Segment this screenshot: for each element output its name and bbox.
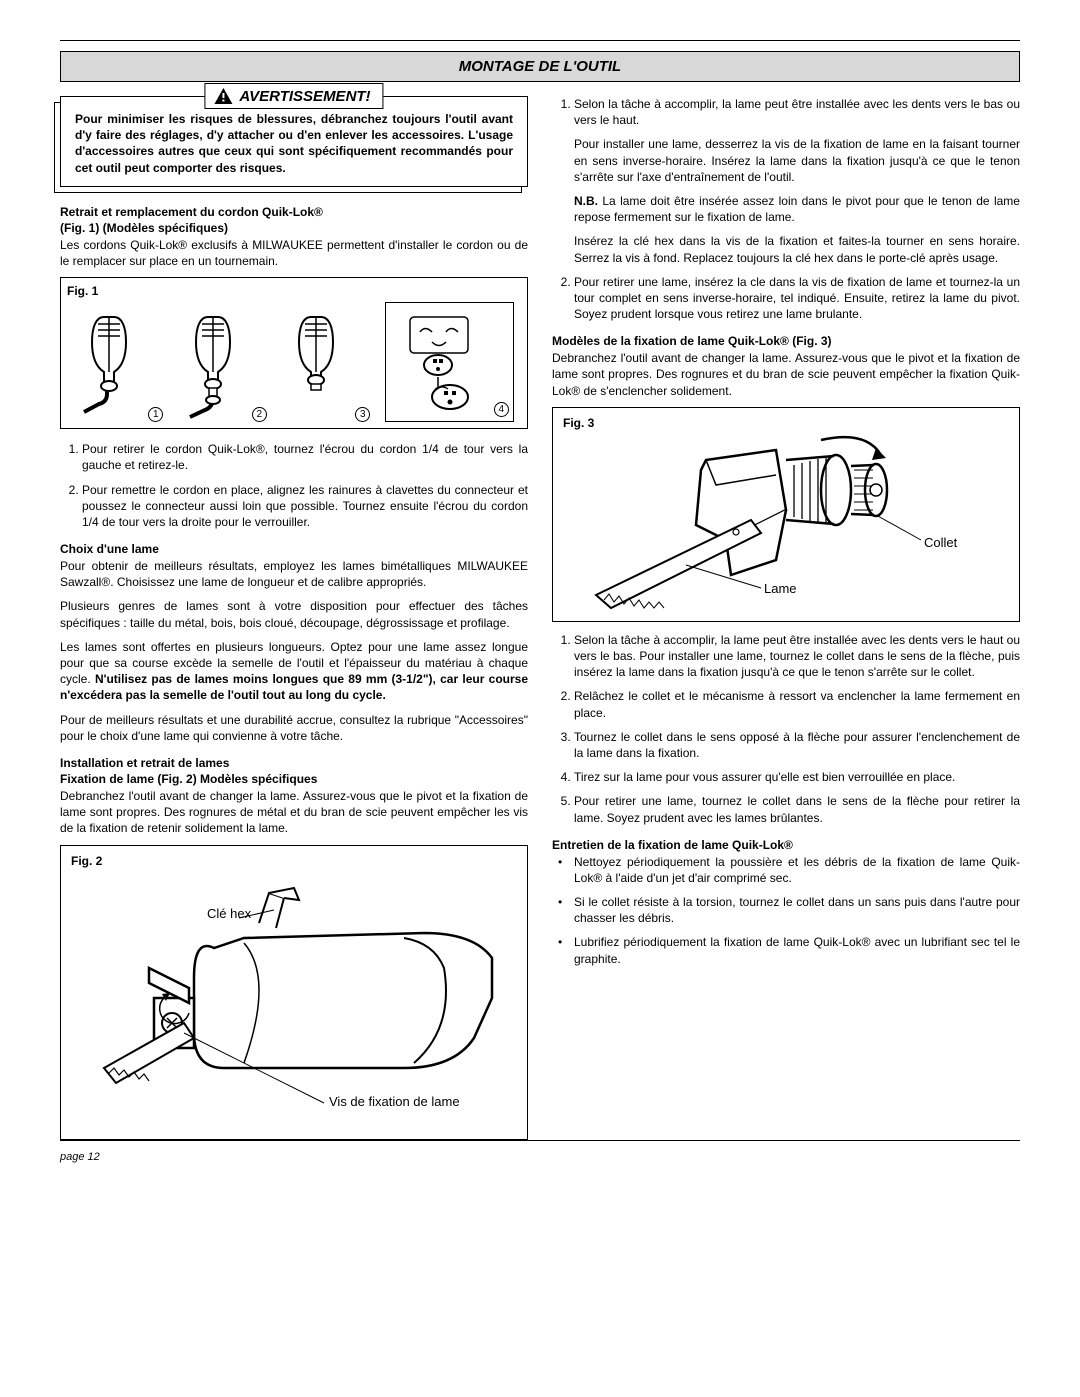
fig1-num3: 3 [355, 407, 370, 422]
cord-step-2: Pour remettre le cordon en place, aligne… [82, 482, 528, 531]
heading-blade-choice: Choix d'une lame [60, 542, 528, 556]
fig2-vis-label: Vis de fixation de lame [329, 1094, 460, 1109]
fig1-num4: 4 [494, 402, 509, 417]
figure-1: Fig. 1 1 [60, 277, 528, 429]
cord-step-1: Pour retirer le cordon Quik-Lok®, tourne… [82, 441, 528, 473]
heading-maintenance: Entretien de la fixation de lame Quik-Lo… [552, 838, 1020, 852]
quiklok-step-3: Tournez le collet dans le sens opposé à … [574, 729, 1020, 761]
install-intro: Debranchez l'outil avant de changer la l… [60, 788, 528, 837]
fig2-cle-hex-label: Clé hex [207, 906, 252, 921]
plug-illustration-1 [74, 312, 144, 422]
quiklok-step-1: Selon la tâche à accomplir, la lame peut… [574, 632, 1020, 681]
figure-3: Fig. 3 [552, 407, 1020, 622]
plug-illustration-3 [281, 312, 351, 422]
fig1-num2: 2 [252, 407, 267, 422]
warning-icon [213, 87, 233, 105]
install-steps: Selon la tâche à accomplir, la lame peut… [552, 96, 1020, 322]
fig3-label: Fig. 3 [563, 416, 594, 430]
quiklok-step-4: Tirez sur la lame pour vous assurer qu'e… [574, 769, 1020, 785]
install-step-1: Selon la tâche à accomplir, la lame peut… [574, 96, 1020, 266]
quiklok-steps: Selon la tâche à accomplir, la lame peut… [552, 632, 1020, 826]
warning-text: Pour minimiser les risques de blessures,… [75, 111, 513, 176]
heading-install-sub: Fixation de lame (Fig. 2) Modèles spécif… [60, 772, 528, 786]
maint-2: Si le collet résiste à la torsion, tourn… [552, 894, 1020, 926]
blade-p4: Pour de meilleurs résultats et une durab… [60, 712, 528, 744]
heading-cord-sub: (Fig. 1) (Modèles spécifiques) [60, 221, 528, 235]
heading-install: Installation et retrait de lames [60, 756, 528, 770]
warning-box: AVERTISSEMENT! Pour minimiser les risque… [60, 96, 528, 187]
page-frame: MONTAGE DE L'OUTIL AVERTISSEMENT! Pour m… [60, 40, 1020, 1141]
section-title: MONTAGE DE L'OUTIL [60, 51, 1020, 82]
cord-intro: Les cordons Quik-Lok® exclusifs à MILWAU… [60, 237, 528, 269]
quiklok-step-2: Relâchez le collet et le mécanisme à res… [574, 688, 1020, 720]
plug-illustration-4 [390, 307, 490, 417]
install-step-2: Pour retirer une lame, insérez la cle da… [574, 274, 1020, 323]
fig3-lame-label: Lame [764, 581, 797, 596]
blade-p2: Plusieurs genres de lames sont à votre d… [60, 598, 528, 630]
quiklok-intro: Debranchez l'outil avant de changer la l… [552, 350, 1020, 399]
warning-label-text: AVERTISSEMENT! [239, 88, 370, 105]
blade-p1: Pour obtenir de meilleurs résultats, emp… [60, 558, 528, 590]
maint-1: Nettoyez périodiquement la poussière et … [552, 854, 1020, 886]
page: MONTAGE DE L'OUTIL AVERTISSEMENT! Pour m… [60, 40, 1020, 1163]
fig1-art: 1 2 [67, 302, 521, 422]
fig3-collet-label: Collet [924, 535, 958, 550]
cord-steps: Pour retirer le cordon Quik-Lok®, tourne… [60, 441, 528, 530]
heading-quiklok: Modèles de la fixation de lame Quik-Lok®… [552, 334, 1020, 348]
fig2-illustration: Clé hex Vis de fixation de lame [71, 868, 517, 1128]
maint-3: Lubrifiez périodiquement la fixation de … [552, 934, 1020, 966]
heading-cord: Retrait et remplacement du cordon Quik-L… [60, 205, 528, 219]
figure-2: Fig. 2 [60, 845, 528, 1140]
fig1-num1: 1 [148, 407, 163, 422]
right-column: Selon la tâche à accomplir, la lame peut… [552, 96, 1020, 1140]
warning-label: AVERTISSEMENT! [204, 83, 383, 109]
quiklok-step-5: Pour retirer une lame, tournez le collet… [574, 793, 1020, 825]
fig3-illustration: Collet Lame [563, 430, 1009, 610]
maintenance-list: Nettoyez périodiquement la poussière et … [552, 854, 1020, 967]
fig1-label: Fig. 1 [67, 284, 98, 298]
fig2-label: Fig. 2 [71, 854, 102, 868]
columns: AVERTISSEMENT! Pour minimiser les risque… [60, 96, 1020, 1140]
page-footer: page 12 [60, 1151, 1020, 1163]
left-column: AVERTISSEMENT! Pour minimiser les risque… [60, 96, 528, 1140]
blade-p3: Les lames sont offertes en plusieurs lon… [60, 639, 528, 704]
plug-illustration-2 [178, 312, 248, 422]
